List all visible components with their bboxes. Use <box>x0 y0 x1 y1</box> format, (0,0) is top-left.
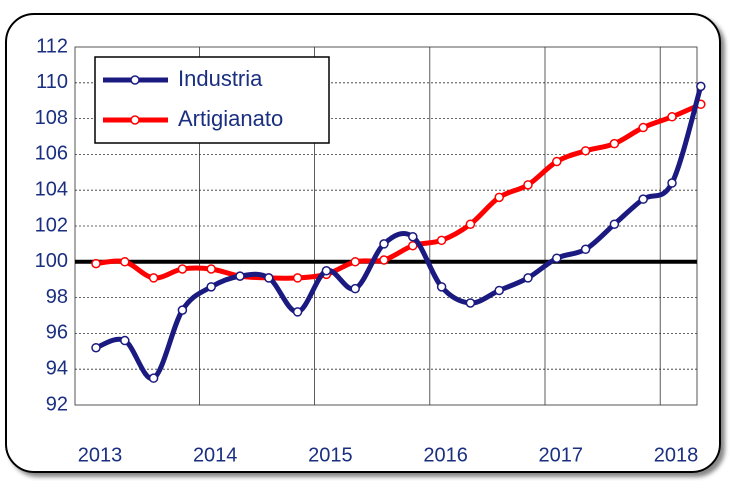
y-tick-label: 104 <box>35 178 68 200</box>
point <box>350 257 360 267</box>
point <box>638 194 648 204</box>
point <box>350 283 360 294</box>
point <box>235 271 245 281</box>
point <box>120 335 130 346</box>
point <box>148 373 159 383</box>
y-tick-label: 106 <box>35 143 68 165</box>
point <box>379 255 389 265</box>
point <box>609 219 620 229</box>
legend-label: Artigianato <box>178 106 283 131</box>
point <box>379 239 389 249</box>
y-tick-label: 98 <box>46 286 68 308</box>
x-tick-label: 2018 <box>654 444 699 466</box>
point <box>321 266 332 276</box>
x-tick-label: 2014 <box>193 444 238 466</box>
point <box>696 81 706 92</box>
y-tick-label: 108 <box>35 107 68 129</box>
point <box>523 273 533 283</box>
legend-label: Industria <box>178 66 263 91</box>
point <box>177 264 188 274</box>
legend-marker <box>130 115 140 125</box>
point <box>436 282 447 292</box>
point <box>638 122 648 133</box>
point <box>91 342 101 353</box>
point <box>465 298 476 308</box>
x-tick-label: 2017 <box>539 444 584 466</box>
point <box>206 264 216 274</box>
point <box>292 307 303 317</box>
y-tick-label: 100 <box>35 250 68 272</box>
point <box>177 305 188 315</box>
y-tick-label: 92 <box>46 393 68 415</box>
y-tick-label: 96 <box>46 322 68 344</box>
point <box>667 178 677 188</box>
legend-box <box>94 56 330 144</box>
point <box>91 258 101 269</box>
point <box>580 146 591 156</box>
y-tick-label: 110 <box>36 71 68 93</box>
x-tick-label: 2013 <box>78 444 123 466</box>
point <box>264 273 274 283</box>
y-tick-label: 102 <box>35 214 68 236</box>
x-tick-label: 2016 <box>423 444 468 466</box>
y-tick-label: 112 <box>36 35 68 57</box>
y-tick-label: 94 <box>46 357 68 379</box>
point <box>206 282 216 292</box>
x-tick-label: 2015 <box>308 444 353 466</box>
series-line <box>95 85 704 381</box>
point <box>148 273 159 283</box>
point <box>292 273 303 283</box>
point <box>436 235 447 246</box>
point <box>580 244 591 255</box>
point <box>609 138 620 149</box>
legend-marker <box>130 75 140 85</box>
point <box>120 257 130 267</box>
point <box>465 219 476 229</box>
point <box>494 285 504 296</box>
series-line <box>95 101 702 281</box>
point <box>494 192 504 203</box>
point <box>523 180 533 190</box>
point <box>408 231 418 242</box>
point <box>667 112 677 122</box>
point <box>552 156 562 167</box>
point <box>552 253 562 263</box>
